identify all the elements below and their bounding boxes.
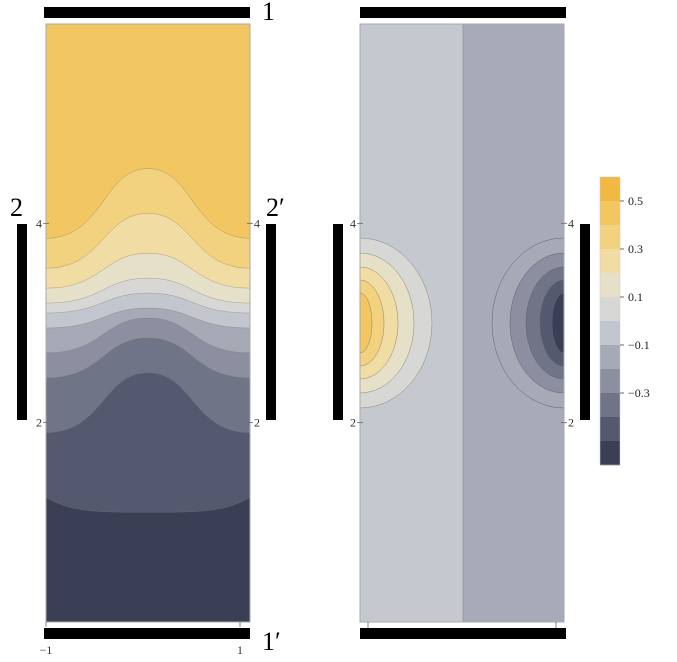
legend-swatch [600, 345, 620, 370]
legend-swatch [600, 249, 620, 274]
port-label-1-prime: 1′ [262, 627, 281, 656]
left-contour-band [46, 497, 250, 622]
left-lobe-contour [360, 292, 373, 354]
legend-swatch [600, 441, 620, 466]
right-plot [359, 23, 565, 623]
right-port-bar-right [580, 224, 590, 420]
legend-frame [599, 176, 621, 466]
right-plot-ytick-2-left: 2 [350, 416, 356, 430]
left-plot-ytick-2-left: 2 [36, 416, 42, 430]
right-plot-ytick-4-left: 4 [350, 216, 356, 230]
legend-swatch [600, 321, 620, 346]
left-plot-ytick-2-right: 2 [254, 416, 260, 430]
left-plot-xtick-1: 1 [237, 643, 243, 657]
legend-tick-label: 0.5 [628, 194, 643, 208]
legend-swatch [600, 417, 620, 442]
legend-swatch [600, 201, 620, 226]
legend-swatch [600, 297, 620, 322]
port-label-1: 1 [262, 0, 275, 26]
left-plot-ytick-4-right: 4 [254, 216, 260, 230]
port-label-2: 2 [10, 193, 23, 222]
legend-tick-label: 0.3 [628, 242, 643, 256]
left-plot-frame [45, 23, 251, 623]
port-label-2-prime: 2′ [266, 193, 285, 222]
axis-ticks: 4 2 4 2 4 2 4 2 −1 1 [36, 216, 574, 657]
left-plot-ytick-4-left: 4 [36, 216, 42, 230]
legend-tick-label: −0.3 [628, 386, 650, 400]
right-plot-ytick-4-right: 4 [568, 216, 574, 230]
legend-swatch [600, 225, 620, 250]
legend-tick-label: 0.1 [628, 290, 643, 304]
legend-swatch [600, 369, 620, 394]
right-port-bar-bottom [360, 628, 566, 639]
legend-swatch [600, 273, 620, 298]
right-plot-frame [359, 23, 565, 623]
legend-swatch [600, 393, 620, 418]
port-bar-1 [44, 7, 250, 18]
left-plot [45, 23, 251, 623]
right-port-bar-left [333, 224, 343, 420]
port-bar-2-prime [266, 224, 276, 420]
right-plot-ytick-2-right: 2 [568, 416, 574, 430]
right-lobe-contour [551, 292, 564, 354]
legend-swatch [600, 177, 620, 202]
colorbar-legend: 0.5 0.3 0.1 −0.1 −0.3 [599, 176, 650, 466]
left-contour-bands [46, 24, 250, 622]
port-bar-1-prime [44, 628, 250, 639]
port-markers: 1 1′ 2 2′ [10, 0, 590, 656]
right-port-bar-top [360, 7, 566, 18]
legend-tick-label: −0.1 [628, 338, 650, 352]
port-bar-2 [17, 224, 27, 420]
right-contour-bands [360, 24, 564, 622]
left-plot-xtick-neg1: −1 [40, 643, 53, 657]
